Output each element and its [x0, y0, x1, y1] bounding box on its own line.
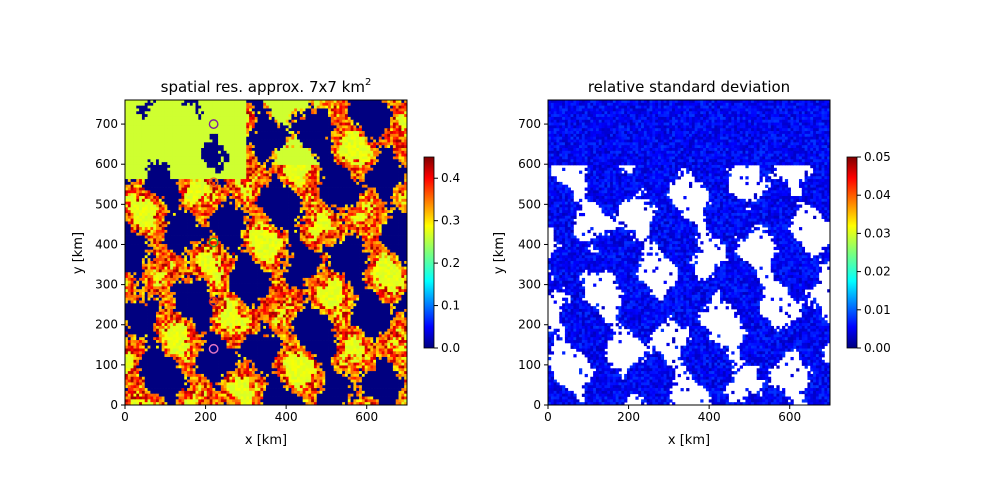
right-colorbar-tick-label: 0.01 — [864, 303, 891, 317]
left-colorbar: 0.0 0.1 0.2 0.3 0.4 — [423, 156, 460, 355]
left-y-tick-label: 400 — [95, 237, 118, 251]
right-x-tick-label: 200 — [617, 410, 640, 424]
left-y-tick-label: 600 — [95, 157, 118, 171]
right-x-tick-label: 400 — [698, 410, 721, 424]
right-y-tick-label: 600 — [518, 157, 541, 171]
left-colorbar-gradient — [423, 156, 435, 349]
left-colorbar-tick-label: 0.4 — [441, 171, 460, 185]
left-y-tick-label: 100 — [95, 358, 118, 372]
left-y-tick-label: 700 — [95, 117, 118, 131]
right-y-axis-label: y [km] — [492, 232, 507, 274]
left-plot-frame — [124, 99, 408, 406]
left-y-tick-label: 0 — [110, 398, 118, 412]
right-x-tick-label: 600 — [778, 410, 801, 424]
right-x-axis-label: x [km] — [668, 433, 710, 448]
left-y-axis-label: y [km] — [71, 232, 86, 274]
left-chart-title: spatial res. approx. 7x7 km2 — [161, 77, 372, 96]
right-plot-frame — [547, 99, 831, 406]
left-x-tick-label: 400 — [275, 410, 298, 424]
left-x-tick-label: 0 — [121, 410, 129, 424]
station-markers — [208, 119, 219, 354]
station-marker — [208, 237, 219, 248]
right-y-tick-label: 100 — [518, 358, 541, 372]
left-colorbar-tick-label: 0.0 — [441, 341, 460, 355]
right-colorbar-gradient — [846, 156, 858, 349]
right-colorbar-tick-label: 0.00 — [864, 341, 891, 355]
station-marker — [208, 177, 219, 188]
right-y-tick-label: 300 — [518, 278, 541, 292]
left-y-tick-label: 200 — [95, 318, 118, 332]
right-colorbar-tick-label: 0.03 — [864, 226, 891, 240]
right-heatmap — [548, 100, 830, 405]
right-y-tick-label: 700 — [518, 117, 541, 131]
right-colorbar-tick-label: 0.05 — [864, 150, 891, 164]
station-marker — [208, 343, 219, 354]
left-x-tick-label: 600 — [355, 410, 378, 424]
left-y-tick-label: 500 — [95, 197, 118, 211]
left-colorbar-tick-label: 0.3 — [441, 214, 460, 228]
right-colorbar-tick-label: 0.04 — [864, 188, 891, 202]
left-panel: spatial res. approx. 7x7 km2 0 200 400 600 0… — [71, 77, 460, 448]
right-x-tick-label: 0 — [544, 410, 552, 424]
left-colorbar-tick-label: 0.1 — [441, 299, 460, 313]
left-colorbar-tick-label: 0.2 — [441, 256, 460, 270]
station-marker — [208, 296, 219, 307]
right-y-tick-label: 200 — [518, 318, 541, 332]
right-y-tick-label: 500 — [518, 197, 541, 211]
left-heatmap — [125, 100, 407, 405]
left-x-axis-label: x [km] — [245, 433, 287, 448]
right-y-tick-label: 400 — [518, 237, 541, 251]
right-panel: relative standard deviation 0 200 400 600 0 1… — [492, 78, 891, 448]
right-colorbar-tick-label: 0.02 — [864, 265, 891, 279]
right-y-tick-label: 0 — [533, 398, 541, 412]
right-chart-title: relative standard deviation — [588, 78, 790, 96]
left-y-tick-label: 300 — [95, 278, 118, 292]
station-marker — [208, 119, 219, 129]
right-colorbar: 0.00 0.01 0.02 0.03 0.04 0.05 — [846, 150, 891, 355]
left-x-tick-label: 200 — [194, 410, 217, 424]
